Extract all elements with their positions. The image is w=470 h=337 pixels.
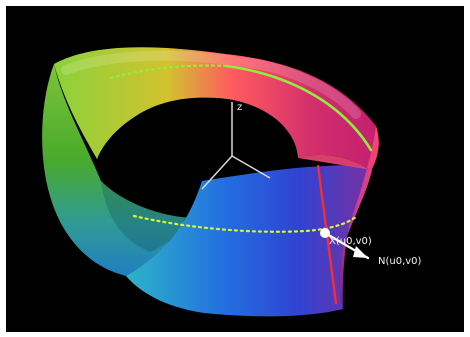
mobius-centerline-front-dotted — [132, 214, 358, 233]
z-axis-label: z — [237, 102, 242, 113]
mobius-band-front-surface — [126, 165, 372, 317]
render-viewport: z X(u0,v0) N(u0,v0) — [6, 6, 464, 332]
normal-label: N(u0,v0) — [378, 256, 422, 267]
normal-vector-arrowhead — [353, 246, 368, 258]
point-label: X(u0,v0) — [329, 236, 372, 247]
mobius-centerline-back-dotted — [109, 64, 228, 80]
mobius-strip-figure: z X(u0,v0) N(u0,v0) — [42, 47, 422, 317]
x-axis-line — [201, 155, 233, 190]
coordinate-axes — [201, 102, 271, 190]
mobius-centerline-back-solid — [224, 64, 373, 152]
mobius-band-right-surface — [298, 126, 379, 309]
y-axis-line — [231, 155, 271, 179]
mobius-band-highlight — [61, 50, 361, 119]
mobius-band-back-surface — [54, 47, 379, 171]
